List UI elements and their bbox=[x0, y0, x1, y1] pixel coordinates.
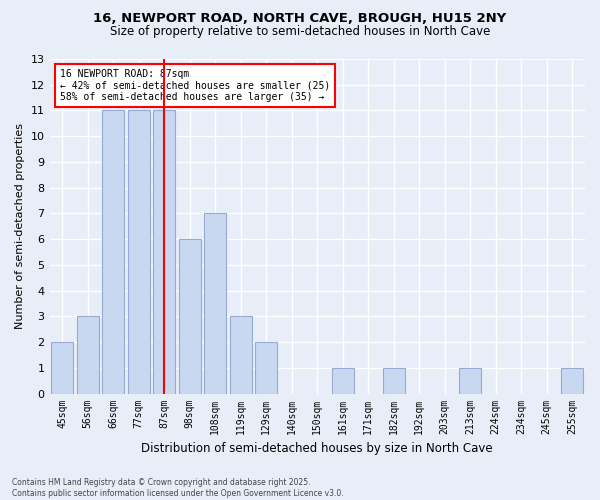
Text: Size of property relative to semi-detached houses in North Cave: Size of property relative to semi-detach… bbox=[110, 25, 490, 38]
Y-axis label: Number of semi-detached properties: Number of semi-detached properties bbox=[15, 124, 25, 330]
Bar bbox=[383, 368, 404, 394]
Bar bbox=[179, 239, 200, 394]
Text: 16, NEWPORT ROAD, NORTH CAVE, BROUGH, HU15 2NY: 16, NEWPORT ROAD, NORTH CAVE, BROUGH, HU… bbox=[94, 12, 506, 26]
Bar bbox=[52, 342, 73, 394]
Bar bbox=[77, 316, 98, 394]
Bar bbox=[562, 368, 583, 394]
Text: Contains HM Land Registry data © Crown copyright and database right 2025.
Contai: Contains HM Land Registry data © Crown c… bbox=[12, 478, 344, 498]
Bar bbox=[103, 110, 124, 394]
Text: 16 NEWPORT ROAD: 87sqm
← 42% of semi-detached houses are smaller (25)
58% of sem: 16 NEWPORT ROAD: 87sqm ← 42% of semi-det… bbox=[60, 69, 331, 102]
Bar bbox=[332, 368, 353, 394]
Bar bbox=[256, 342, 277, 394]
Bar bbox=[460, 368, 481, 394]
Bar bbox=[230, 316, 251, 394]
Bar bbox=[128, 110, 149, 394]
X-axis label: Distribution of semi-detached houses by size in North Cave: Distribution of semi-detached houses by … bbox=[142, 442, 493, 455]
Bar bbox=[205, 214, 226, 394]
Bar bbox=[154, 110, 175, 394]
